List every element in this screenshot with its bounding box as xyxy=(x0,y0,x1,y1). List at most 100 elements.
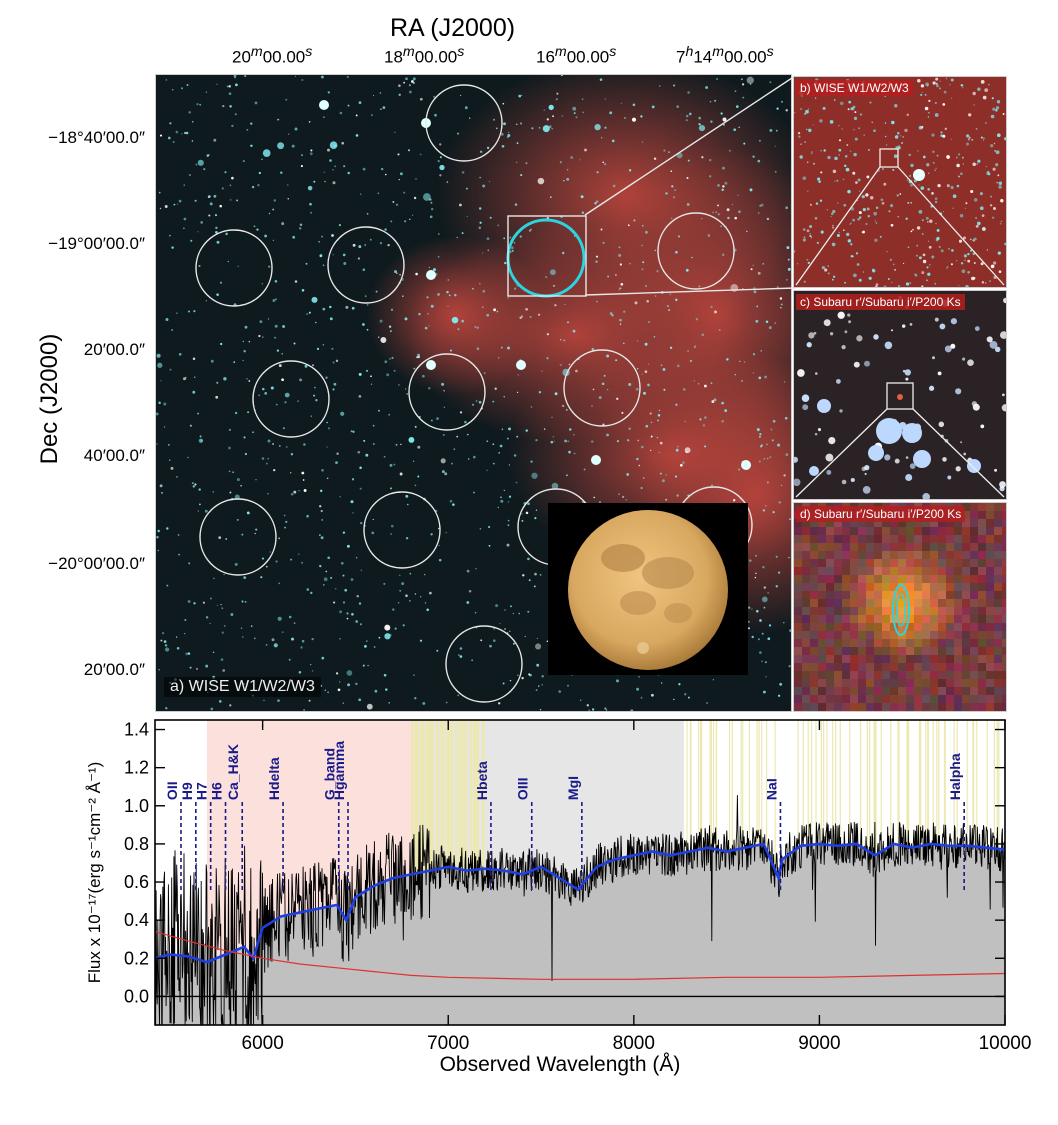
pixel xyxy=(994,511,1002,519)
star xyxy=(666,304,670,308)
star xyxy=(181,133,183,135)
star xyxy=(836,179,839,182)
star xyxy=(343,601,345,604)
star xyxy=(738,126,741,129)
pixel xyxy=(970,679,978,687)
star xyxy=(533,585,536,588)
star xyxy=(750,268,753,271)
pixel xyxy=(794,655,802,663)
pixel xyxy=(810,591,818,599)
ra-tick-2: 18m00.00s xyxy=(384,44,465,67)
pixel xyxy=(890,551,898,559)
star xyxy=(934,317,939,322)
star xyxy=(829,332,834,336)
star xyxy=(924,93,927,96)
pixel xyxy=(954,551,962,559)
pixel xyxy=(802,647,810,655)
star xyxy=(222,104,225,108)
star xyxy=(884,454,891,461)
star xyxy=(849,150,852,152)
pixel xyxy=(850,559,858,567)
pixel xyxy=(994,623,1002,631)
pixel xyxy=(930,519,938,527)
star xyxy=(191,121,194,123)
star xyxy=(955,388,962,395)
star xyxy=(408,84,411,87)
star xyxy=(812,162,816,165)
star xyxy=(915,254,918,257)
star xyxy=(686,177,689,179)
pixel xyxy=(794,647,802,655)
star xyxy=(710,484,714,487)
star xyxy=(964,259,966,261)
star xyxy=(337,688,341,692)
star xyxy=(746,230,748,233)
pixel xyxy=(810,703,818,711)
star xyxy=(861,231,865,234)
star xyxy=(850,255,854,258)
star xyxy=(538,391,542,394)
pixel xyxy=(930,663,938,671)
pixel xyxy=(874,703,882,711)
pixel xyxy=(946,591,954,599)
star xyxy=(967,252,970,256)
pixel xyxy=(898,535,906,543)
star xyxy=(669,293,672,296)
star xyxy=(327,148,330,152)
star xyxy=(794,250,796,253)
pixel xyxy=(906,663,914,671)
pixel xyxy=(898,583,906,591)
x-tick-label: 8000 xyxy=(613,1033,655,1054)
pixel xyxy=(994,535,1002,543)
star xyxy=(908,153,911,157)
star xyxy=(350,500,354,504)
star xyxy=(378,409,380,412)
star xyxy=(527,502,530,506)
star xyxy=(671,185,674,188)
pixel xyxy=(850,551,858,559)
aperture-circle xyxy=(327,226,405,304)
star xyxy=(742,288,744,290)
star xyxy=(917,150,919,152)
star xyxy=(325,570,328,573)
pixel xyxy=(794,591,802,599)
pixel xyxy=(866,567,874,575)
star xyxy=(334,587,337,590)
star xyxy=(560,338,562,341)
star xyxy=(265,644,268,646)
star xyxy=(814,432,818,436)
star xyxy=(734,90,737,93)
star xyxy=(442,433,445,436)
star xyxy=(885,135,887,138)
star xyxy=(216,83,218,85)
star xyxy=(360,569,363,572)
pixel xyxy=(890,631,898,639)
star xyxy=(228,446,231,450)
pixel xyxy=(866,639,874,647)
star xyxy=(379,319,383,323)
star xyxy=(604,98,606,100)
star xyxy=(623,310,626,313)
pixel xyxy=(842,703,850,711)
star xyxy=(541,684,543,686)
star xyxy=(221,187,224,190)
star xyxy=(180,87,184,90)
star xyxy=(789,518,791,521)
star xyxy=(424,326,428,330)
pixel xyxy=(946,551,954,559)
star xyxy=(229,704,232,707)
star xyxy=(890,223,894,227)
star xyxy=(871,268,875,272)
star xyxy=(968,113,972,117)
star xyxy=(298,227,302,230)
star xyxy=(178,199,182,203)
star xyxy=(762,565,765,569)
pixel xyxy=(986,679,994,687)
pixel xyxy=(874,623,882,631)
star xyxy=(801,394,810,402)
star xyxy=(808,128,812,133)
star xyxy=(869,195,874,200)
pixel xyxy=(850,615,858,623)
pixel xyxy=(810,623,818,631)
star xyxy=(383,582,386,585)
